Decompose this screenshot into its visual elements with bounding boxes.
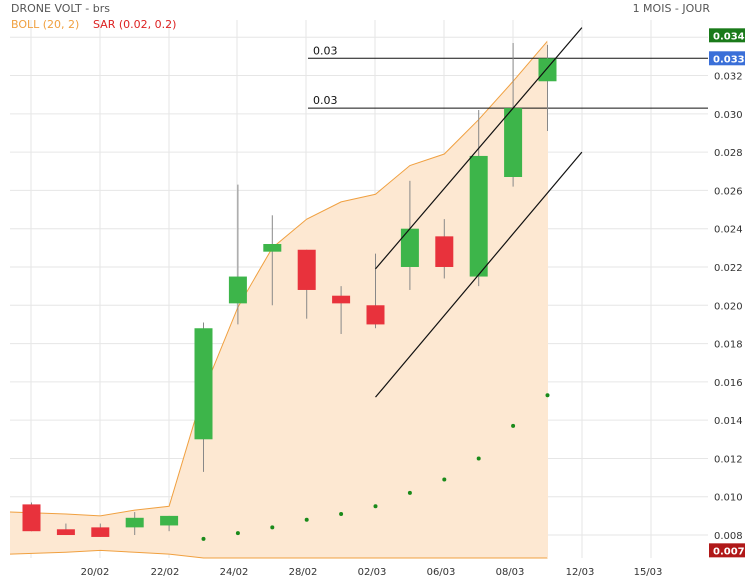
y-tick-label: 0.012	[714, 454, 743, 465]
y-tick-label: 0.032	[714, 72, 743, 83]
x-tick-label: 22/02	[151, 567, 180, 578]
y-tick-label: 0.010	[714, 493, 743, 504]
y-tick-label: 0.022	[714, 263, 743, 274]
candles	[22, 42, 557, 537]
sar-dot	[270, 525, 275, 530]
sar-dot	[511, 423, 516, 428]
trend-channel	[375, 27, 583, 398]
sar-dot	[373, 504, 378, 509]
candle-body	[228, 276, 247, 304]
candle-body	[504, 108, 523, 177]
x-tick-label: 24/02	[220, 567, 249, 578]
candle-body	[56, 529, 75, 536]
boll-area	[10, 41, 548, 559]
candle-body	[263, 244, 282, 252]
price-badges: 0.034 0.033 0.007	[709, 28, 745, 558]
candle-body	[125, 517, 144, 528]
y-tick-label: 0.024	[714, 225, 743, 236]
x-tick-label: 12/03	[566, 567, 595, 578]
x-tick-label: 20/02	[81, 567, 110, 578]
sar-dot	[407, 490, 412, 495]
chart-title: DRONE VOLT - brs	[11, 2, 110, 15]
y-tick-label: 0.020	[714, 301, 743, 312]
price-badge-high-label: 0.034	[713, 31, 745, 42]
sar-dots	[201, 393, 550, 541]
candle-body	[194, 328, 213, 440]
candle-body	[91, 527, 110, 537]
sar-dot	[476, 456, 481, 461]
y-tick-label: 0.030	[714, 110, 743, 121]
x-tick-label: 02/03	[358, 567, 387, 578]
sar-dot	[545, 393, 550, 398]
price-badge-low	[709, 543, 745, 558]
x-tick-label: 06/03	[427, 567, 456, 578]
x-axis-ticks: 20/02 22/02 24/02 28/02 02/03 06/03 08/03 12/03…	[81, 567, 663, 578]
boll-lower-line	[9, 549, 548, 559]
candle-body	[332, 295, 351, 304]
y-tick-label: 0.026	[714, 186, 743, 197]
bollinger-band	[9, 40, 548, 559]
price-badge-last	[709, 51, 745, 66]
boll-upper-line	[9, 40, 548, 517]
candle-body	[435, 236, 454, 267]
channel-line	[375, 27, 583, 270]
channel-line	[375, 151, 583, 398]
x-tick-label: 15/03	[634, 567, 663, 578]
horizontal-line-label: 0.03	[313, 94, 338, 107]
candle-body	[366, 305, 385, 325]
price-badge-high	[709, 28, 745, 43]
candle-body	[469, 155, 488, 277]
sar-dot	[442, 477, 447, 482]
sar-dot	[235, 531, 240, 536]
period-selector[interactable]: 1 MOIS - JOUR	[632, 2, 710, 15]
horizontal-line-label: 0.03	[313, 44, 338, 57]
sar-dot	[201, 536, 206, 541]
y-tick-label: 0.018	[714, 340, 743, 351]
sar-dot	[339, 511, 344, 516]
y-axis-ticks: 0.008 0.010 0.012 0.014 0.016 0.018 0.020 0.022…	[714, 33, 743, 542]
candle-body	[297, 249, 316, 290]
candle-body	[538, 58, 557, 82]
y-tick-label: 0.028	[714, 148, 743, 159]
candle-body	[400, 228, 419, 267]
sar-legend[interactable]: SAR (0.02, 0.2)	[93, 18, 177, 31]
candle-body	[160, 515, 179, 526]
y-tick-label: 0.008	[714, 531, 743, 542]
price-badge-last-label: 0.033	[713, 54, 745, 65]
x-tick-label: 28/02	[289, 567, 318, 578]
sar-dot	[304, 517, 309, 522]
y-tick-label: 0.016	[714, 378, 743, 389]
y-tick-label: 0.014	[714, 416, 743, 427]
boll-legend[interactable]: BOLL (20, 2)	[11, 18, 80, 31]
candle-body	[22, 504, 41, 532]
x-tick-label: 08/03	[496, 567, 525, 578]
price-badge-low-label: 0.007	[713, 546, 745, 557]
